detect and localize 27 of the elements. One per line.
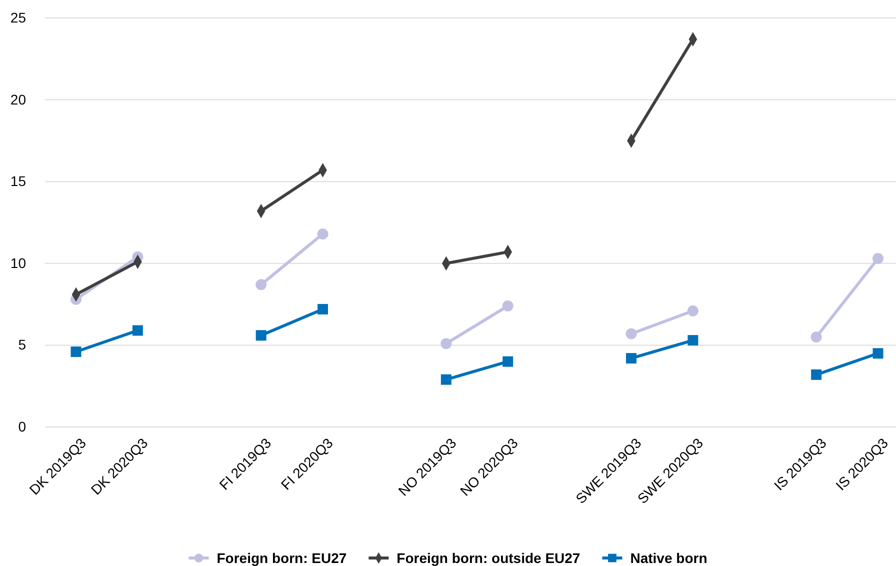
point xyxy=(132,325,143,336)
y-tick-label: 10 xyxy=(10,254,26,271)
y-tick-label: 15 xyxy=(10,173,26,190)
point xyxy=(811,369,822,380)
point xyxy=(626,353,636,364)
point xyxy=(70,346,82,357)
point xyxy=(626,328,637,340)
legend-label: Native born xyxy=(630,550,708,566)
point xyxy=(810,332,822,343)
point xyxy=(872,253,884,264)
point xyxy=(440,338,452,350)
point xyxy=(440,374,452,385)
y-tick-label: 20 xyxy=(10,91,26,108)
point xyxy=(687,305,698,316)
point xyxy=(502,356,514,367)
y-tick-label: 0 xyxy=(18,418,26,434)
legend-label: Foreign born: outside EU27 xyxy=(396,550,580,566)
point xyxy=(256,330,266,341)
point xyxy=(256,279,267,290)
y-tick-label: 5 xyxy=(18,336,26,353)
point xyxy=(688,335,698,346)
point xyxy=(318,304,328,314)
legend-label: Foreign born: EU27 xyxy=(216,550,347,566)
point xyxy=(317,228,328,240)
y-tick-label: 25 xyxy=(10,9,26,26)
point xyxy=(502,300,514,312)
point xyxy=(872,348,884,359)
